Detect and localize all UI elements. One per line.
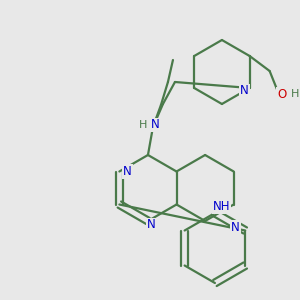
Text: N: N <box>240 85 249 98</box>
Text: O: O <box>277 88 286 100</box>
Text: N: N <box>151 118 159 131</box>
Text: H: H <box>290 89 299 99</box>
Text: N: N <box>123 165 132 178</box>
Text: N: N <box>147 218 155 232</box>
Text: NH: NH <box>213 200 230 213</box>
Text: N: N <box>231 221 240 234</box>
Text: H: H <box>139 120 147 130</box>
